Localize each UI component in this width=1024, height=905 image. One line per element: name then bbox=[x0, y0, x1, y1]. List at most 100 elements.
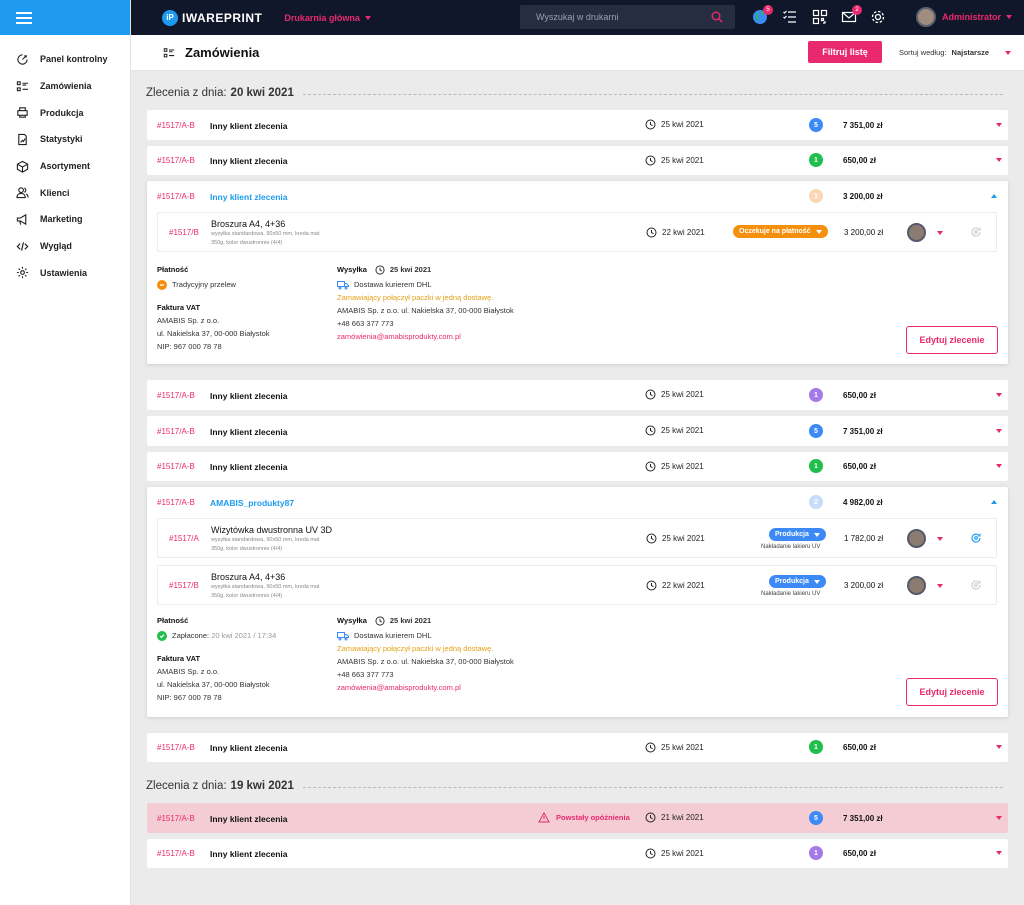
expand-chevron-icon[interactable] bbox=[996, 745, 1002, 749]
edit-order-button[interactable]: Edytuj zlecenie bbox=[906, 326, 998, 354]
chevron-down-icon bbox=[815, 229, 822, 234]
order-row[interactable]: #1517/A-B Inny klient zlecenia 25 kwi 20… bbox=[147, 380, 1008, 410]
notification-badge: 2 bbox=[852, 5, 862, 15]
expand-chevron-icon[interactable] bbox=[996, 393, 1002, 397]
date-group-date: 20 kwi 2021 bbox=[230, 87, 294, 99]
order-id[interactable]: #1517/A-B bbox=[157, 814, 195, 823]
expand-chevron-icon[interactable] bbox=[996, 851, 1002, 855]
order-id[interactable]: #1517/A-B bbox=[157, 462, 195, 471]
chevron-down-icon[interactable] bbox=[937, 584, 943, 588]
expand-chevron-icon[interactable] bbox=[996, 158, 1002, 162]
chevron-down-icon[interactable] bbox=[937, 537, 943, 541]
order-date-text: 25 kwi 2021 bbox=[661, 120, 704, 129]
assignee-avatar[interactable] bbox=[907, 223, 926, 242]
shipping-email[interactable]: zamówienia@amabisprodukty.com.pl bbox=[337, 332, 461, 341]
expand-chevron-icon[interactable] bbox=[996, 429, 1002, 433]
order-client[interactable]: Inny klient zlecenia bbox=[210, 192, 288, 202]
order-id[interactable]: #1517/A-B bbox=[157, 427, 195, 436]
order-row[interactable]: #1517/A-B Inny klient zlecenia 25 kwi 20… bbox=[147, 146, 1008, 175]
collapse-chevron-icon[interactable] bbox=[991, 194, 997, 198]
sidebar-item-stats[interactable]: Statystyki bbox=[0, 126, 130, 153]
user-menu[interactable]: Administrator bbox=[916, 7, 1013, 27]
settings-button[interactable] bbox=[870, 9, 886, 25]
order-id[interactable]: #1517/A-B bbox=[157, 498, 195, 507]
item-id[interactable]: #1517/B bbox=[169, 581, 199, 590]
item-date: 22 kwi 2021 bbox=[646, 580, 705, 591]
sidebar-item-assortment[interactable]: Asortyment bbox=[0, 153, 130, 180]
search-icon[interactable] bbox=[711, 11, 723, 23]
order-amount: 650,00 zł bbox=[843, 849, 876, 858]
order-row[interactable]: #1517/A-B Inny klient zlecenia 25 kwi 20… bbox=[147, 839, 1008, 868]
status-label: Produkcja bbox=[775, 531, 809, 538]
page-header: Zamówienia Filtruj listę Sortuj według: … bbox=[131, 35, 1024, 71]
refresh-icon[interactable] bbox=[970, 532, 982, 544]
order-id[interactable]: #1517/A-B bbox=[157, 391, 195, 400]
order-id[interactable]: #1517/A-B bbox=[157, 849, 195, 858]
globe-button[interactable]: 5 bbox=[752, 5, 773, 25]
item-id[interactable]: #1517/A bbox=[169, 534, 199, 543]
expand-chevron-icon[interactable] bbox=[996, 816, 1002, 820]
order-id[interactable]: #1517/A-B bbox=[157, 743, 195, 752]
order-id[interactable]: #1517/A-B bbox=[157, 192, 195, 201]
invoice-nip: NIP: 967 000 78 78 bbox=[157, 693, 222, 702]
order-client[interactable]: AMABIS_produkty87 bbox=[210, 498, 295, 508]
order-item: #1517/B Broszura A4, 4+36 wysyłka standa… bbox=[157, 212, 997, 252]
expand-chevron-icon[interactable] bbox=[996, 123, 1002, 127]
status-dropdown[interactable]: Oczekuje na płatność bbox=[733, 225, 828, 238]
order-row[interactable]: #1517/A-B Inny klient zlecenia 25 kwi 20… bbox=[147, 452, 1008, 481]
sidebar-item-production[interactable]: Produkcja bbox=[0, 99, 130, 126]
order-row[interactable]: #1517/A-B Inny klient zlecenia 25 kwi 20… bbox=[147, 416, 1008, 446]
sort-label: Sortuj według: bbox=[899, 48, 947, 57]
sidebar-item-label: Wygląd bbox=[40, 241, 72, 252]
shipping-email[interactable]: zamówienia@amabisprodukty.com.pl bbox=[337, 683, 461, 692]
printshop-select[interactable]: Drukarnia główna bbox=[284, 13, 371, 23]
sidebar-item-panel[interactable]: Panel kontrolny bbox=[0, 46, 130, 73]
item-id[interactable]: #1517/B bbox=[169, 228, 199, 237]
invoice-street: ul. Nakielska 37, 00-000 Białystok bbox=[157, 680, 270, 689]
collapse-chevron-icon[interactable] bbox=[991, 500, 997, 504]
status-dropdown[interactable]: Produkcja bbox=[769, 528, 826, 541]
payment-method: Zapłacone: bbox=[172, 631, 210, 640]
refresh-icon[interactable] bbox=[970, 579, 982, 591]
refresh-icon[interactable] bbox=[970, 226, 982, 238]
chevron-down-icon[interactable] bbox=[937, 231, 943, 235]
order-date: 25 kwi 2021 bbox=[645, 389, 704, 400]
order-item: #1517/B Broszura A4, 4+36 wysyłka standa… bbox=[157, 565, 997, 605]
order-id[interactable]: #1517/A-B bbox=[157, 156, 195, 165]
sidebar-item-marketing[interactable]: Marketing bbox=[0, 206, 130, 233]
item-spec: wysyłka standardowa, 90x50 mm, kreda mat bbox=[211, 584, 320, 590]
messages-button[interactable]: 2 bbox=[841, 5, 862, 25]
filter-list-button[interactable]: Filtruj listę bbox=[808, 41, 882, 63]
assignee-avatar[interactable] bbox=[907, 576, 926, 595]
search-placeholder: Wyszukaj w drukarni bbox=[536, 12, 619, 22]
sidebar-item-settings[interactable]: Ustawienia bbox=[0, 260, 130, 287]
payment-info: Płatność Tradycyjny przelew Faktura VAT … bbox=[157, 263, 270, 353]
sidebar-item-label: Panel kontrolny bbox=[40, 54, 108, 65]
order-row-delayed[interactable]: #1517/A-B Inny klient zlecenia Powstały … bbox=[147, 803, 1008, 833]
order-date: 25 kwi 2021 bbox=[645, 742, 704, 753]
order-row[interactable]: #1517/A-B Inny klient zlecenia 25 kwi 20… bbox=[147, 110, 1008, 140]
items-count-badge: 1 bbox=[809, 388, 823, 402]
expand-chevron-icon[interactable] bbox=[996, 464, 1002, 468]
qr-button[interactable] bbox=[812, 9, 828, 25]
assignee-avatar[interactable] bbox=[907, 529, 926, 548]
item-name: Broszura A4, 4+36 bbox=[211, 219, 286, 229]
order-date-text: 25 kwi 2021 bbox=[661, 743, 704, 752]
tasks-button[interactable] bbox=[782, 9, 798, 25]
edit-order-button[interactable]: Edytuj zlecenie bbox=[906, 678, 998, 706]
sidebar-item-clients[interactable]: Klienci bbox=[0, 179, 130, 206]
sidebar-item-appearance[interactable]: Wygląd bbox=[0, 233, 130, 260]
status-dropdown[interactable]: Produkcja bbox=[769, 575, 826, 588]
app-logo[interactable]: iP IWAREPRINT bbox=[162, 9, 262, 26]
order-row[interactable]: #1517/A-B Inny klient zlecenia 25 kwi 20… bbox=[147, 733, 1008, 762]
shipping-info: Wysyłka 25 kwi 2021 Dostawa kurierem DHL … bbox=[337, 614, 514, 694]
order-id[interactable]: #1517/A-B bbox=[157, 121, 195, 130]
search-input[interactable]: Wyszukaj w drukarni bbox=[520, 5, 735, 29]
menu-toggle-button[interactable] bbox=[0, 0, 130, 35]
sidebar-item-orders[interactable]: Zamówienia bbox=[0, 73, 130, 100]
sort-select[interactable]: Sortuj według: Najstarsze bbox=[899, 48, 1012, 57]
pending-icon bbox=[157, 279, 167, 290]
delay-warning: Powstały opóźnienia bbox=[538, 812, 630, 823]
avatar bbox=[916, 7, 936, 27]
shipping-note: Zamawiający połączył paczki w jedną dost… bbox=[337, 644, 494, 653]
